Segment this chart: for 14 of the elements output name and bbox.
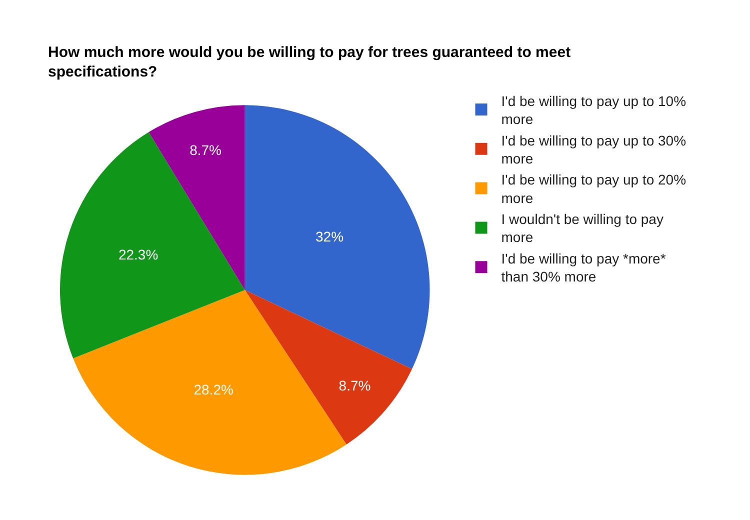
legend-label: I'd be willing to pay up to 30% more bbox=[501, 132, 686, 166]
legend-label: I'd be willing to pay *more* than 30% more bbox=[501, 250, 666, 285]
data-label: 28.2% bbox=[194, 381, 234, 398]
data-label: 8.7% bbox=[190, 142, 222, 158]
data-label: 32% bbox=[316, 228, 344, 244]
legend-label: I'd be willing to pay up to 20% more bbox=[501, 172, 686, 206]
data-label: 22.3% bbox=[118, 246, 158, 262]
legend-label: I'd be willing to pay up to 10% more bbox=[501, 92, 686, 128]
data-label: 8.7% bbox=[338, 377, 371, 394]
pie-slice bbox=[60, 132, 245, 358]
legend-label: I wouldn't be willing to pay more bbox=[501, 211, 664, 246]
pie-slice bbox=[244, 290, 412, 444]
pie-slice bbox=[244, 105, 430, 370]
chart-title: How much more would you be willing to pay for trees guaranteed to meet specifications? bbox=[48, 44, 571, 81]
